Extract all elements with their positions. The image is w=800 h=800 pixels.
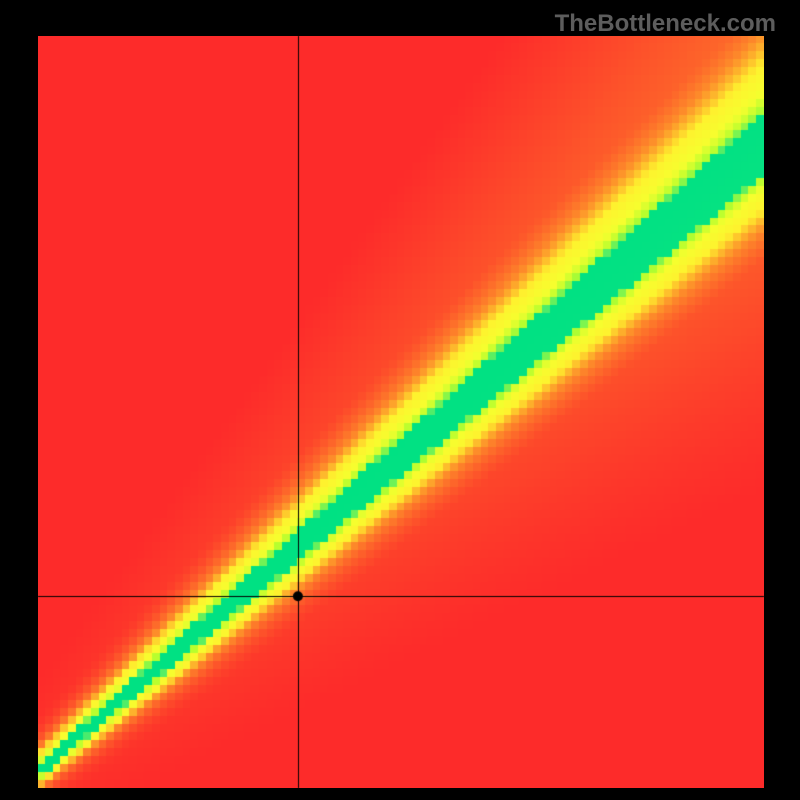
watermark-text: TheBottleneck.com (555, 10, 776, 38)
bottleneck-heatmap (38, 36, 764, 788)
chart-container: TheBottleneck.com (0, 0, 800, 800)
